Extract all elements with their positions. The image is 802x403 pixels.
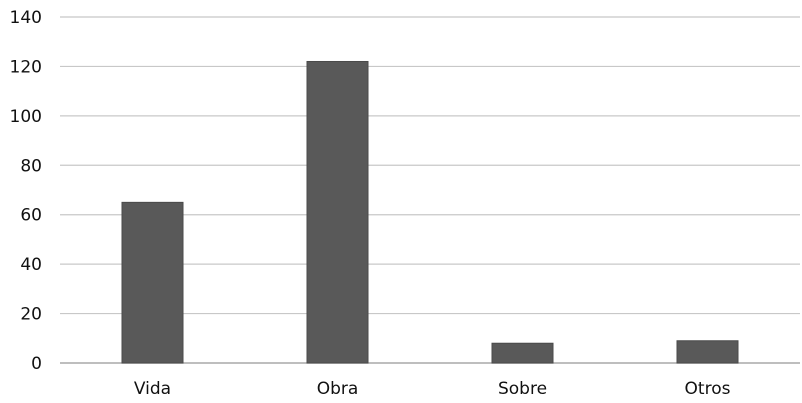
y-tick-label: 100: [10, 107, 42, 127]
y-tick-label: 120: [10, 57, 42, 77]
bar-vida: [121, 201, 184, 364]
y-tick-label: 0: [31, 354, 42, 374]
y-tick-label: 40: [20, 255, 42, 275]
bar-sobre: [491, 342, 554, 364]
bar-otros: [676, 340, 739, 364]
x-tick-label-vida: Vida: [134, 379, 171, 399]
x-tick-label-obra: Obra: [317, 379, 359, 399]
y-tick-label: 140: [10, 8, 42, 28]
x-axis-tick-labels: Vida Obra Sobre Otros: [134, 379, 731, 399]
y-axis-tick-labels: 0 20 40 60 80 100 120 140: [10, 8, 42, 374]
bars: [121, 60, 739, 364]
bar-obra: [306, 60, 369, 364]
x-tick-label-sobre: Sobre: [498, 379, 547, 399]
y-tick-label: 20: [20, 305, 42, 325]
y-tick-label: 60: [20, 206, 42, 226]
y-tick-label: 80: [20, 156, 42, 176]
x-tick-label-otros: Otros: [685, 379, 731, 399]
